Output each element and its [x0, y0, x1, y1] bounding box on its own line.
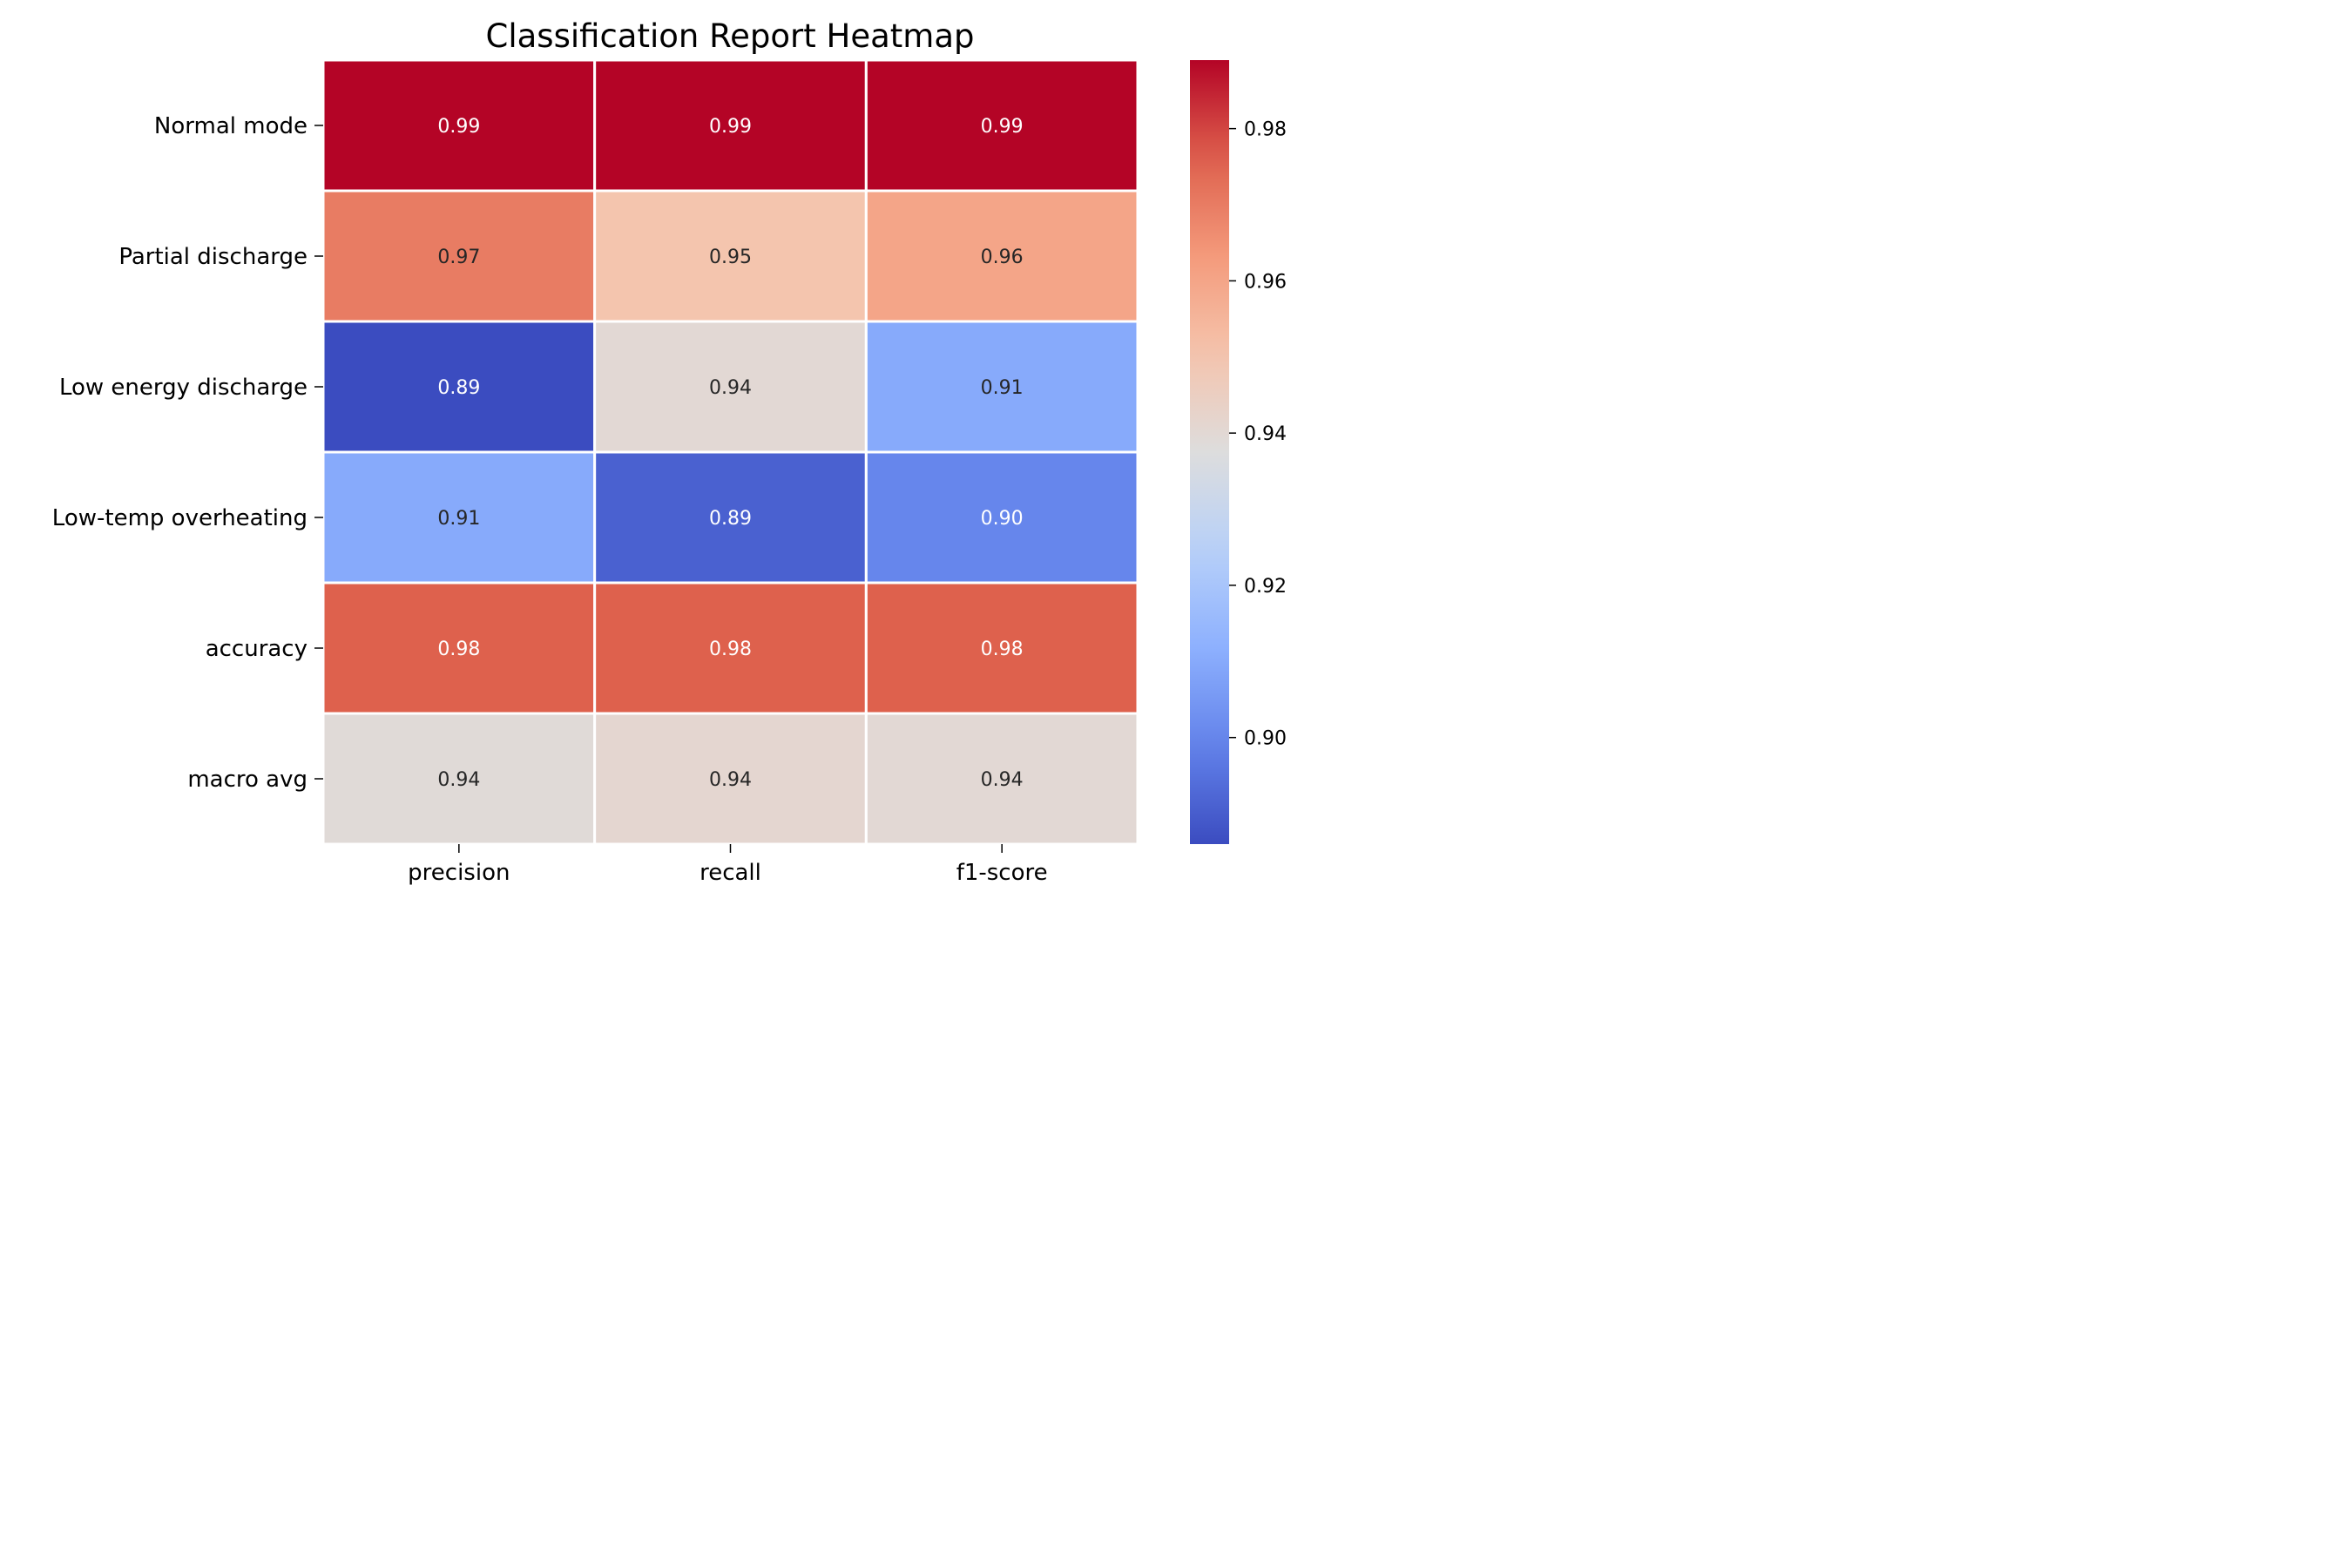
- heatmap-cell: [864, 712, 1139, 846]
- x-axis: precision recall f1-score: [408, 844, 1048, 886]
- colorbar-tick-label: 0.98: [1244, 119, 1287, 141]
- heatmap-cell: [321, 450, 597, 585]
- colorbar: 0.90 0.92 0.94 0.96 0.98: [1190, 60, 1287, 844]
- heatmap-cell: [593, 712, 868, 846]
- y-tick-label: Partial discharge: [118, 244, 308, 270]
- colorbar-tick-label: 0.94: [1244, 423, 1287, 445]
- heatmap-cell: [593, 320, 868, 454]
- colorbar-gradient: [1190, 60, 1229, 844]
- cell-annotation: 0.94: [709, 769, 752, 791]
- cell-annotation: 0.94: [981, 769, 1024, 791]
- heatmap-svg: Classification Report Heatmap 0.99 0.99 0.…: [52, 17, 1287, 886]
- cell-annotation: 0.94: [709, 377, 752, 399]
- heatmap-cell: [593, 58, 868, 193]
- x-tick-label: precision: [408, 860, 510, 886]
- chart-title: Classification Report Heatmap: [486, 17, 975, 55]
- y-tick-label: Low-temp overheating: [52, 505, 308, 531]
- cell-annotation: 0.89: [437, 377, 480, 399]
- y-tick-label: Low energy discharge: [59, 375, 308, 401]
- heatmap-chart: Classification Report Heatmap 0.99 0.99 0.…: [0, 0, 1346, 911]
- heatmap-cell: [864, 189, 1139, 323]
- x-tick-label: f1-score: [956, 860, 1048, 886]
- colorbar-tick-label: 0.96: [1244, 271, 1287, 293]
- y-axis: Normal mode Partial discharge Low energy d…: [52, 113, 323, 793]
- cell-annotation: 0.97: [437, 247, 480, 268]
- colorbar-tick-label: 0.92: [1244, 576, 1287, 598]
- heatmap-cell: [864, 58, 1139, 193]
- y-tick-label: accuracy: [206, 636, 308, 662]
- cell-annotation: 0.94: [437, 769, 480, 791]
- cell-annotation: 0.91: [437, 508, 480, 530]
- heatmap-cell: [864, 450, 1139, 585]
- cell-annotation: 0.99: [981, 116, 1024, 138]
- heatmap-cell: [593, 581, 868, 715]
- heatmap-cell: [864, 581, 1139, 715]
- colorbar-tick-label: 0.90: [1244, 728, 1287, 750]
- cell-annotation: 0.91: [981, 377, 1024, 399]
- x-tick-label: recall: [700, 860, 761, 886]
- cell-annotation: 0.99: [437, 116, 480, 138]
- cell-annotation: 0.98: [437, 639, 480, 660]
- cell-annotation: 0.95: [709, 247, 752, 268]
- y-tick-label: Normal mode: [154, 113, 308, 139]
- cell-annotation: 0.98: [981, 639, 1024, 660]
- cell-annotation: 0.96: [981, 247, 1024, 268]
- cell-annotation: 0.90: [981, 508, 1024, 530]
- heatmap-cell: [321, 58, 597, 193]
- y-tick-label: macro avg: [187, 767, 308, 793]
- heatmap-cell: [321, 189, 597, 323]
- cell-annotation: 0.99: [709, 116, 752, 138]
- cell-annotation: 0.98: [709, 639, 752, 660]
- heatmap-cells: 0.99 0.99 0.99 0.97 0.95 0.96 0.89 0.94 0.91 0.91…: [321, 58, 1139, 846]
- cell-annotation: 0.89: [709, 508, 752, 530]
